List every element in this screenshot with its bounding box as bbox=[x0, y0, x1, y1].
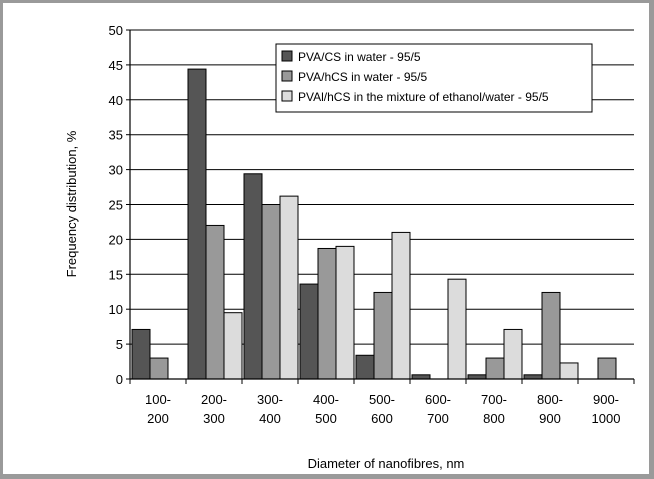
bar bbox=[187, 68, 207, 380]
y-tick-label: 5 bbox=[116, 337, 123, 352]
legend-box bbox=[275, 43, 593, 113]
y-tick-label: 20 bbox=[109, 232, 123, 247]
y-tick-label: 0 bbox=[116, 372, 123, 387]
x-tick-label: 400-500 bbox=[313, 392, 339, 426]
bar bbox=[597, 357, 617, 380]
y-tick-label: 35 bbox=[109, 128, 123, 143]
bar bbox=[335, 245, 355, 380]
x-tick-label: 700-800 bbox=[481, 392, 507, 426]
bar bbox=[391, 231, 411, 380]
axes bbox=[129, 30, 635, 384]
bar bbox=[411, 374, 431, 380]
bar bbox=[485, 357, 505, 380]
y-tick-label: 25 bbox=[109, 198, 123, 213]
bar bbox=[299, 283, 319, 380]
bar bbox=[541, 291, 561, 380]
x-axis-label: Diameter of nanofibres, nm bbox=[308, 456, 465, 471]
x-tick-label: 600-700 bbox=[425, 392, 451, 426]
y-tick-label: 45 bbox=[109, 58, 123, 73]
bar bbox=[503, 328, 523, 380]
bar bbox=[317, 247, 337, 380]
y-tick-label: 40 bbox=[109, 93, 123, 108]
bars bbox=[131, 68, 617, 380]
y-tick-label: 30 bbox=[109, 163, 123, 178]
y-tick-label: 50 bbox=[109, 23, 123, 38]
bar bbox=[467, 374, 487, 380]
y-axis-label: Frequency distribution, % bbox=[64, 130, 79, 277]
bar bbox=[373, 291, 393, 380]
x-tick-label: 100-200 bbox=[145, 392, 171, 426]
bar bbox=[523, 374, 543, 380]
y-tick-label: 15 bbox=[109, 267, 123, 282]
legend-swatch bbox=[281, 90, 293, 102]
legend-label: PVA/CS in water - 95/5 bbox=[298, 50, 421, 64]
x-tick-label: 500-600 bbox=[369, 392, 395, 426]
x-tick-label: 900-1000 bbox=[592, 392, 621, 426]
x-tick-labels: 100-200 200-300 300-400 400-500 500-600 600-7… bbox=[145, 392, 620, 426]
bar bbox=[279, 195, 299, 380]
bar bbox=[447, 278, 467, 380]
bar bbox=[205, 224, 225, 380]
legend-swatch bbox=[281, 70, 293, 82]
x-tick-label: 800-900 bbox=[537, 392, 563, 426]
bar bbox=[261, 204, 281, 380]
bar bbox=[149, 357, 169, 380]
bar bbox=[131, 328, 151, 380]
x-tick-label: 200-300 bbox=[201, 392, 227, 426]
bar bbox=[223, 312, 243, 380]
y-tick-labels: 0 5 10 15 20 25 30 35 40 45 50 bbox=[109, 23, 123, 387]
bar bbox=[559, 362, 579, 380]
legend: PVA/CS in water - 95/5 PVA/hCS in water -… bbox=[275, 43, 593, 113]
bar bbox=[355, 354, 375, 380]
legend-label: PVAl/hCS in the mixture of ethanol/water… bbox=[298, 90, 549, 104]
legend-label: PVA/hCS in water - 95/5 bbox=[298, 70, 427, 84]
bar bbox=[243, 173, 263, 380]
y-tick-label: 10 bbox=[109, 302, 123, 317]
x-tick-label: 300-400 bbox=[257, 392, 283, 426]
legend-swatch bbox=[281, 50, 293, 62]
